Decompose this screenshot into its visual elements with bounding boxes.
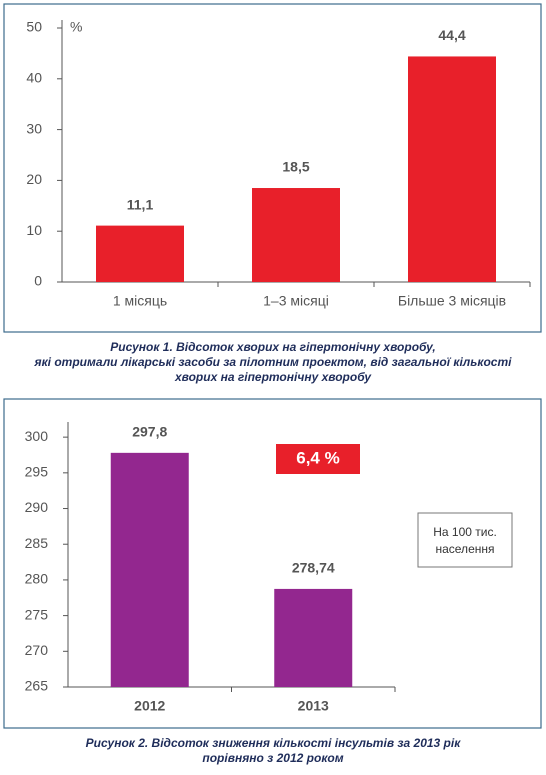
y-tick-label: 280: [25, 571, 49, 587]
value-label: 297,8: [132, 424, 167, 440]
y-tick-label: 30: [26, 120, 42, 136]
caption: порівняно з 2012 роком: [202, 751, 343, 765]
y-tick-label: 50: [26, 19, 42, 35]
frame: [3, 3, 542, 333]
bar: [96, 225, 184, 282]
bar: [110, 452, 189, 687]
bar: [274, 588, 353, 687]
y-tick-label: 290: [25, 499, 49, 515]
y-tick-label: 295: [25, 464, 49, 480]
y-tick-label: 0: [34, 273, 42, 289]
value-label: 278,74: [292, 560, 335, 576]
value-label: 18,5: [282, 159, 309, 175]
value-label: 11,1: [127, 196, 154, 212]
caption: які отримали лікарські засоби за пілотни…: [34, 355, 513, 369]
bar: [252, 188, 340, 282]
y-tick-label: 20: [26, 171, 42, 187]
x-tick-label: 1–3 місяці: [263, 293, 329, 309]
caption: Рисунок 1. Відсоток хворих на гіпертоніч…: [110, 340, 435, 354]
y-tick-label: 40: [26, 70, 42, 86]
y-tick-label: 275: [25, 606, 49, 622]
x-tick-label: 1 місяць: [113, 293, 167, 309]
caption: хворих на гіпертонічну хворобу: [174, 370, 372, 384]
bar: [408, 56, 496, 283]
note: населення: [435, 542, 494, 556]
caption: Рисунок 2. Відсоток зниження кількості і…: [86, 736, 462, 750]
y-tick-label: 300: [25, 428, 49, 444]
note-box: [417, 512, 513, 568]
y-tick-label: 10: [26, 222, 42, 238]
note: На 100 тис.: [433, 525, 497, 539]
value-label: 44,4: [438, 27, 465, 43]
frame: [3, 398, 542, 729]
y-tick-label: 285: [25, 535, 49, 551]
x-tick-label: 2012: [134, 698, 165, 714]
y-tick-label: 270: [25, 642, 49, 658]
x-tick-label: 2013: [298, 698, 329, 714]
x-tick-label: Більше 3 місяців: [398, 293, 506, 309]
highlight: 6,4 %: [296, 448, 339, 467]
highlight-box: [276, 444, 360, 474]
y-tick-label: 265: [25, 678, 49, 694]
y-unit: %: [70, 19, 82, 35]
